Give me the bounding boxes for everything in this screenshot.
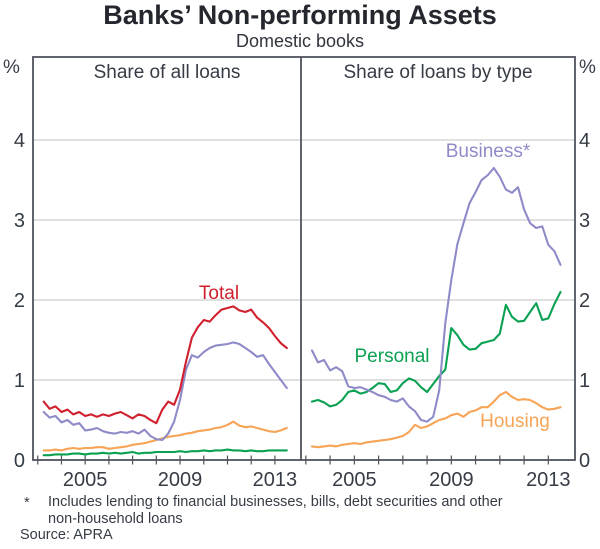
- chart-canvas: 2005 2009 2013 2005 2009 2013 0 0 1 1 2 2 3 3 4 4: [14, 56, 590, 491]
- series-label-housing: Housing: [480, 411, 550, 432]
- left-panel-header: Share of all loans: [93, 62, 241, 83]
- y-tick-label-left: 0: [14, 450, 25, 472]
- footnote-text-2: non-household loans: [48, 510, 183, 527]
- series-line-business: [310, 166, 562, 423]
- footnote-line-1: * Includes lending to financial business…: [20, 494, 586, 511]
- x-tick-label: 2013: [253, 469, 298, 491]
- panel-frame: [32, 56, 576, 461]
- series-line-personal: [42, 448, 288, 457]
- series-line-housing: [310, 390, 562, 449]
- chart-subtitle: Domestic books: [235, 31, 365, 51]
- percent-unit-left: %: [3, 57, 20, 78]
- series-label-personal: Personal: [354, 346, 430, 367]
- footnote-text-1: Includes lending to financial businesses…: [48, 494, 503, 510]
- y-tick-label-right: 0: [579, 450, 590, 472]
- series-label-business: Business*: [445, 141, 531, 162]
- percent-unit-right: %: [579, 57, 596, 78]
- y-tick-label-right: 2: [579, 290, 590, 312]
- x-tick-label: 2013: [526, 469, 571, 491]
- y-tick-label-left: 2: [14, 290, 25, 312]
- source-line: Source: APRA: [20, 527, 113, 543]
- x-tick-label: 2005: [63, 469, 108, 491]
- series-line-total: [42, 305, 288, 425]
- x-tick-label: 2005: [332, 469, 377, 491]
- y-tick-label-left: 3: [14, 210, 25, 232]
- y-tick-label-right: 1: [579, 370, 590, 392]
- y-tick-label-right: 3: [579, 210, 590, 232]
- y-tick-label-left: 1: [14, 370, 25, 392]
- y-tick-label-right: 4: [579, 130, 590, 152]
- series-line-business: [42, 341, 288, 442]
- footnote-marker: *: [24, 495, 30, 511]
- series-line-personal: [310, 290, 562, 408]
- right-panel-header: Share of loans by type: [343, 62, 533, 83]
- y-tick-label-left: 4: [14, 130, 25, 152]
- series-label-total: Total: [198, 283, 240, 304]
- footnote-line-2: non-household loans: [20, 511, 586, 528]
- x-tick-label: 2009: [429, 469, 474, 491]
- x-tick-label: 2009: [158, 469, 203, 491]
- chart-title: Banks’ Non-performing Assets: [103, 0, 497, 30]
- footnote: * Includes lending to financial business…: [20, 494, 586, 544]
